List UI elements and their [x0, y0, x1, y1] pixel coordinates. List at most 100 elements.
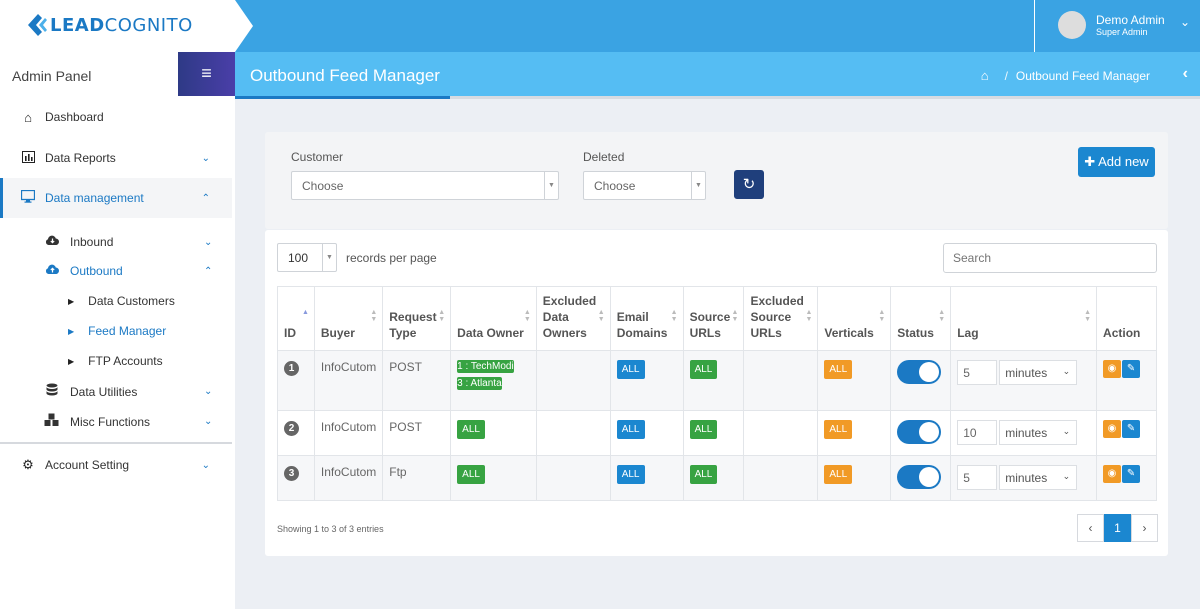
cell-data-owner: ALL: [450, 410, 537, 456]
col-label: URLs: [689, 326, 721, 340]
sort-icon: ▲ ▼: [670, 309, 678, 323]
deleted-select[interactable]: Choose ▼: [583, 171, 706, 200]
col-label: Domains: [616, 326, 668, 340]
lag-unit-value: minutes: [1005, 426, 1048, 440]
sidebar-item-data-utilities[interactable]: Data Utilities ⌄: [44, 383, 212, 400]
col-header-status[interactable]: Status ▲ ▼: [890, 286, 952, 351]
next-page-button[interactable]: ›: [1131, 514, 1158, 542]
col-label: Data: [542, 310, 569, 324]
chevron-left-icon[interactable]: ‹: [1182, 65, 1188, 82]
edit-button[interactable]: ✎: [1122, 465, 1141, 483]
view-button[interactable]: ◉: [1103, 360, 1122, 378]
lag-input[interactable]: 5: [957, 465, 998, 490]
sidebar-item-inbound[interactable]: Inbound ⌄: [44, 235, 212, 249]
customer-select[interactable]: Choose ▼: [291, 171, 559, 200]
sidebar-item-misc-functions[interactable]: Misc Functions ⌄: [44, 413, 212, 430]
col-header-lag[interactable]: Lag ▲ ▼: [950, 286, 1098, 351]
gear-icon: ⚙: [22, 457, 34, 472]
sidebar-item-data-management[interactable]: Data management ⌃: [0, 178, 232, 218]
deleted-label: Deleted: [583, 150, 625, 164]
page-title: Outbound Feed Manager: [250, 66, 440, 85]
sidebar-item-account-setting[interactable]: ⚙ Account Setting ⌄: [0, 450, 232, 480]
cell-action: ◉ ✎: [1096, 455, 1157, 501]
col-header-action: Action: [1096, 286, 1157, 351]
user-menu[interactable]: Demo Admin Super Admin ⌄: [1034, 0, 1200, 52]
lag-unit-select[interactable]: minutes ⌄: [999, 420, 1078, 445]
add-new-label: Add new: [1098, 154, 1149, 169]
sidebar-item-feed-manager[interactable]: ▶ Feed Manager: [68, 324, 166, 338]
cell-lag: 5 minutes ⌄: [950, 350, 1098, 411]
verticals-badge: ALL: [824, 465, 853, 484]
feed-table: ID ▲ Buyer ▲ ▼ Request Type ▲ ▼ Data Owner ▲ ▼ E…: [277, 286, 1157, 501]
sidebar-item-label: Data Utilities: [70, 384, 138, 399]
lag-unit-select[interactable]: minutes ⌄: [999, 360, 1078, 385]
caret-down-icon: ▼: [691, 172, 705, 199]
cell-id: 3: [277, 455, 315, 501]
page-length-select[interactable]: 100 ▼: [277, 243, 337, 272]
sidebar-item-data-reports[interactable]: Data Reports ⌄: [0, 143, 232, 173]
bar-chart-icon: [20, 150, 36, 166]
col-header-excluded-data-owners[interactable]: Excluded Data Owners ▲ ▼: [535, 286, 611, 351]
col-header-id[interactable]: ID ▲: [277, 286, 315, 351]
col-header-source-urls[interactable]: Source URLs ▲ ▼: [682, 286, 745, 351]
sidebar-item-label: Data Reports: [45, 151, 116, 165]
lag-input[interactable]: 10: [957, 420, 998, 445]
sidebar: Admin Panel ≡ ⌂ Dashboard Data Reports ⌄…: [0, 52, 235, 609]
cell-excluded-source-urls: [743, 410, 819, 456]
row-id-badge: 3: [284, 466, 299, 481]
status-toggle[interactable]: [897, 360, 942, 384]
breadcrumb-separator: /: [1004, 68, 1008, 83]
sidebar-item-dashboard[interactable]: ⌂ Dashboard: [0, 102, 232, 132]
brand-logo[interactable]: LEAD COGNITO: [26, 13, 193, 37]
source-badge: ALL: [689, 420, 718, 439]
edit-button[interactable]: ✎: [1122, 420, 1141, 438]
caret-right-icon: ▶: [68, 296, 75, 306]
sidebar-item-ftp-accounts[interactable]: ▶ FTP Accounts: [68, 354, 163, 368]
view-button[interactable]: ◉: [1103, 465, 1122, 483]
cell-id: 2: [277, 410, 315, 456]
menu-toggle-button[interactable]: ≡: [178, 52, 235, 96]
sidebar-item-label: Misc Functions: [70, 414, 151, 429]
cell-status: [890, 350, 952, 411]
caret-down-icon: ▼: [544, 172, 558, 199]
logo-area: LEAD COGNITO: [0, 0, 253, 52]
cell-request-type: POST: [382, 410, 452, 456]
cell-excluded-data-owners: [535, 350, 611, 411]
home-icon[interactable]: ⌂: [980, 68, 989, 83]
page-header-underline: [235, 96, 1200, 99]
sort-icon: ▲ ▼: [805, 309, 813, 323]
chevron-down-icon: ⌄: [1062, 471, 1071, 481]
sidebar-item-data-customers[interactable]: ▶ Data Customers: [68, 294, 175, 308]
col-header-verticals[interactable]: Verticals ▲ ▼: [817, 286, 892, 351]
hamburger-icon: ≡: [201, 63, 212, 83]
lag-unit-value: minutes: [1005, 366, 1048, 380]
col-header-email-domains[interactable]: Email Domains ▲ ▼: [609, 286, 684, 351]
page-header: Outbound Feed Manager ⌂ / Outbound Feed …: [235, 52, 1200, 98]
sort-icon: ▲ ▼: [597, 309, 605, 323]
cell-source-urls: ALL: [682, 455, 745, 501]
cell-action: ◉ ✎: [1096, 410, 1157, 456]
owner-badge: ALL: [457, 465, 485, 484]
status-toggle[interactable]: [897, 420, 942, 444]
refresh-button[interactable]: ↻: [734, 170, 764, 199]
chevron-down-icon: ⌄: [204, 386, 213, 397]
records-per-page-label: records per page: [346, 251, 437, 265]
sidebar-item-outbound[interactable]: Outbound ⌃: [44, 264, 212, 278]
edit-button[interactable]: ✎: [1122, 360, 1141, 378]
cubes-icon: [44, 413, 60, 430]
prev-page-button[interactable]: ‹: [1077, 514, 1104, 542]
eye-icon: ◉: [1107, 468, 1117, 479]
table-row: 3 InfoCutom Ftp ALL ALL ALL ALL 5 minutes…: [277, 455, 1157, 501]
lag-unit-select[interactable]: minutes ⌄: [999, 465, 1078, 490]
view-button[interactable]: ◉: [1103, 420, 1122, 438]
lag-input[interactable]: 5: [957, 360, 998, 385]
page-button-current[interactable]: 1: [1104, 514, 1131, 542]
search-input[interactable]: [943, 243, 1157, 273]
cell-request-type: POST: [382, 350, 452, 411]
col-header-buyer[interactable]: Buyer ▲ ▼: [313, 286, 384, 351]
status-toggle[interactable]: [897, 465, 942, 489]
col-header-excluded-source-urls[interactable]: Excluded Source URLs ▲ ▼: [743, 286, 819, 351]
col-header-data-owner[interactable]: Data Owner ▲ ▼: [450, 286, 537, 351]
add-new-button[interactable]: ✚ Add new: [1078, 147, 1155, 177]
col-header-request-type[interactable]: Request Type ▲ ▼: [382, 286, 452, 351]
